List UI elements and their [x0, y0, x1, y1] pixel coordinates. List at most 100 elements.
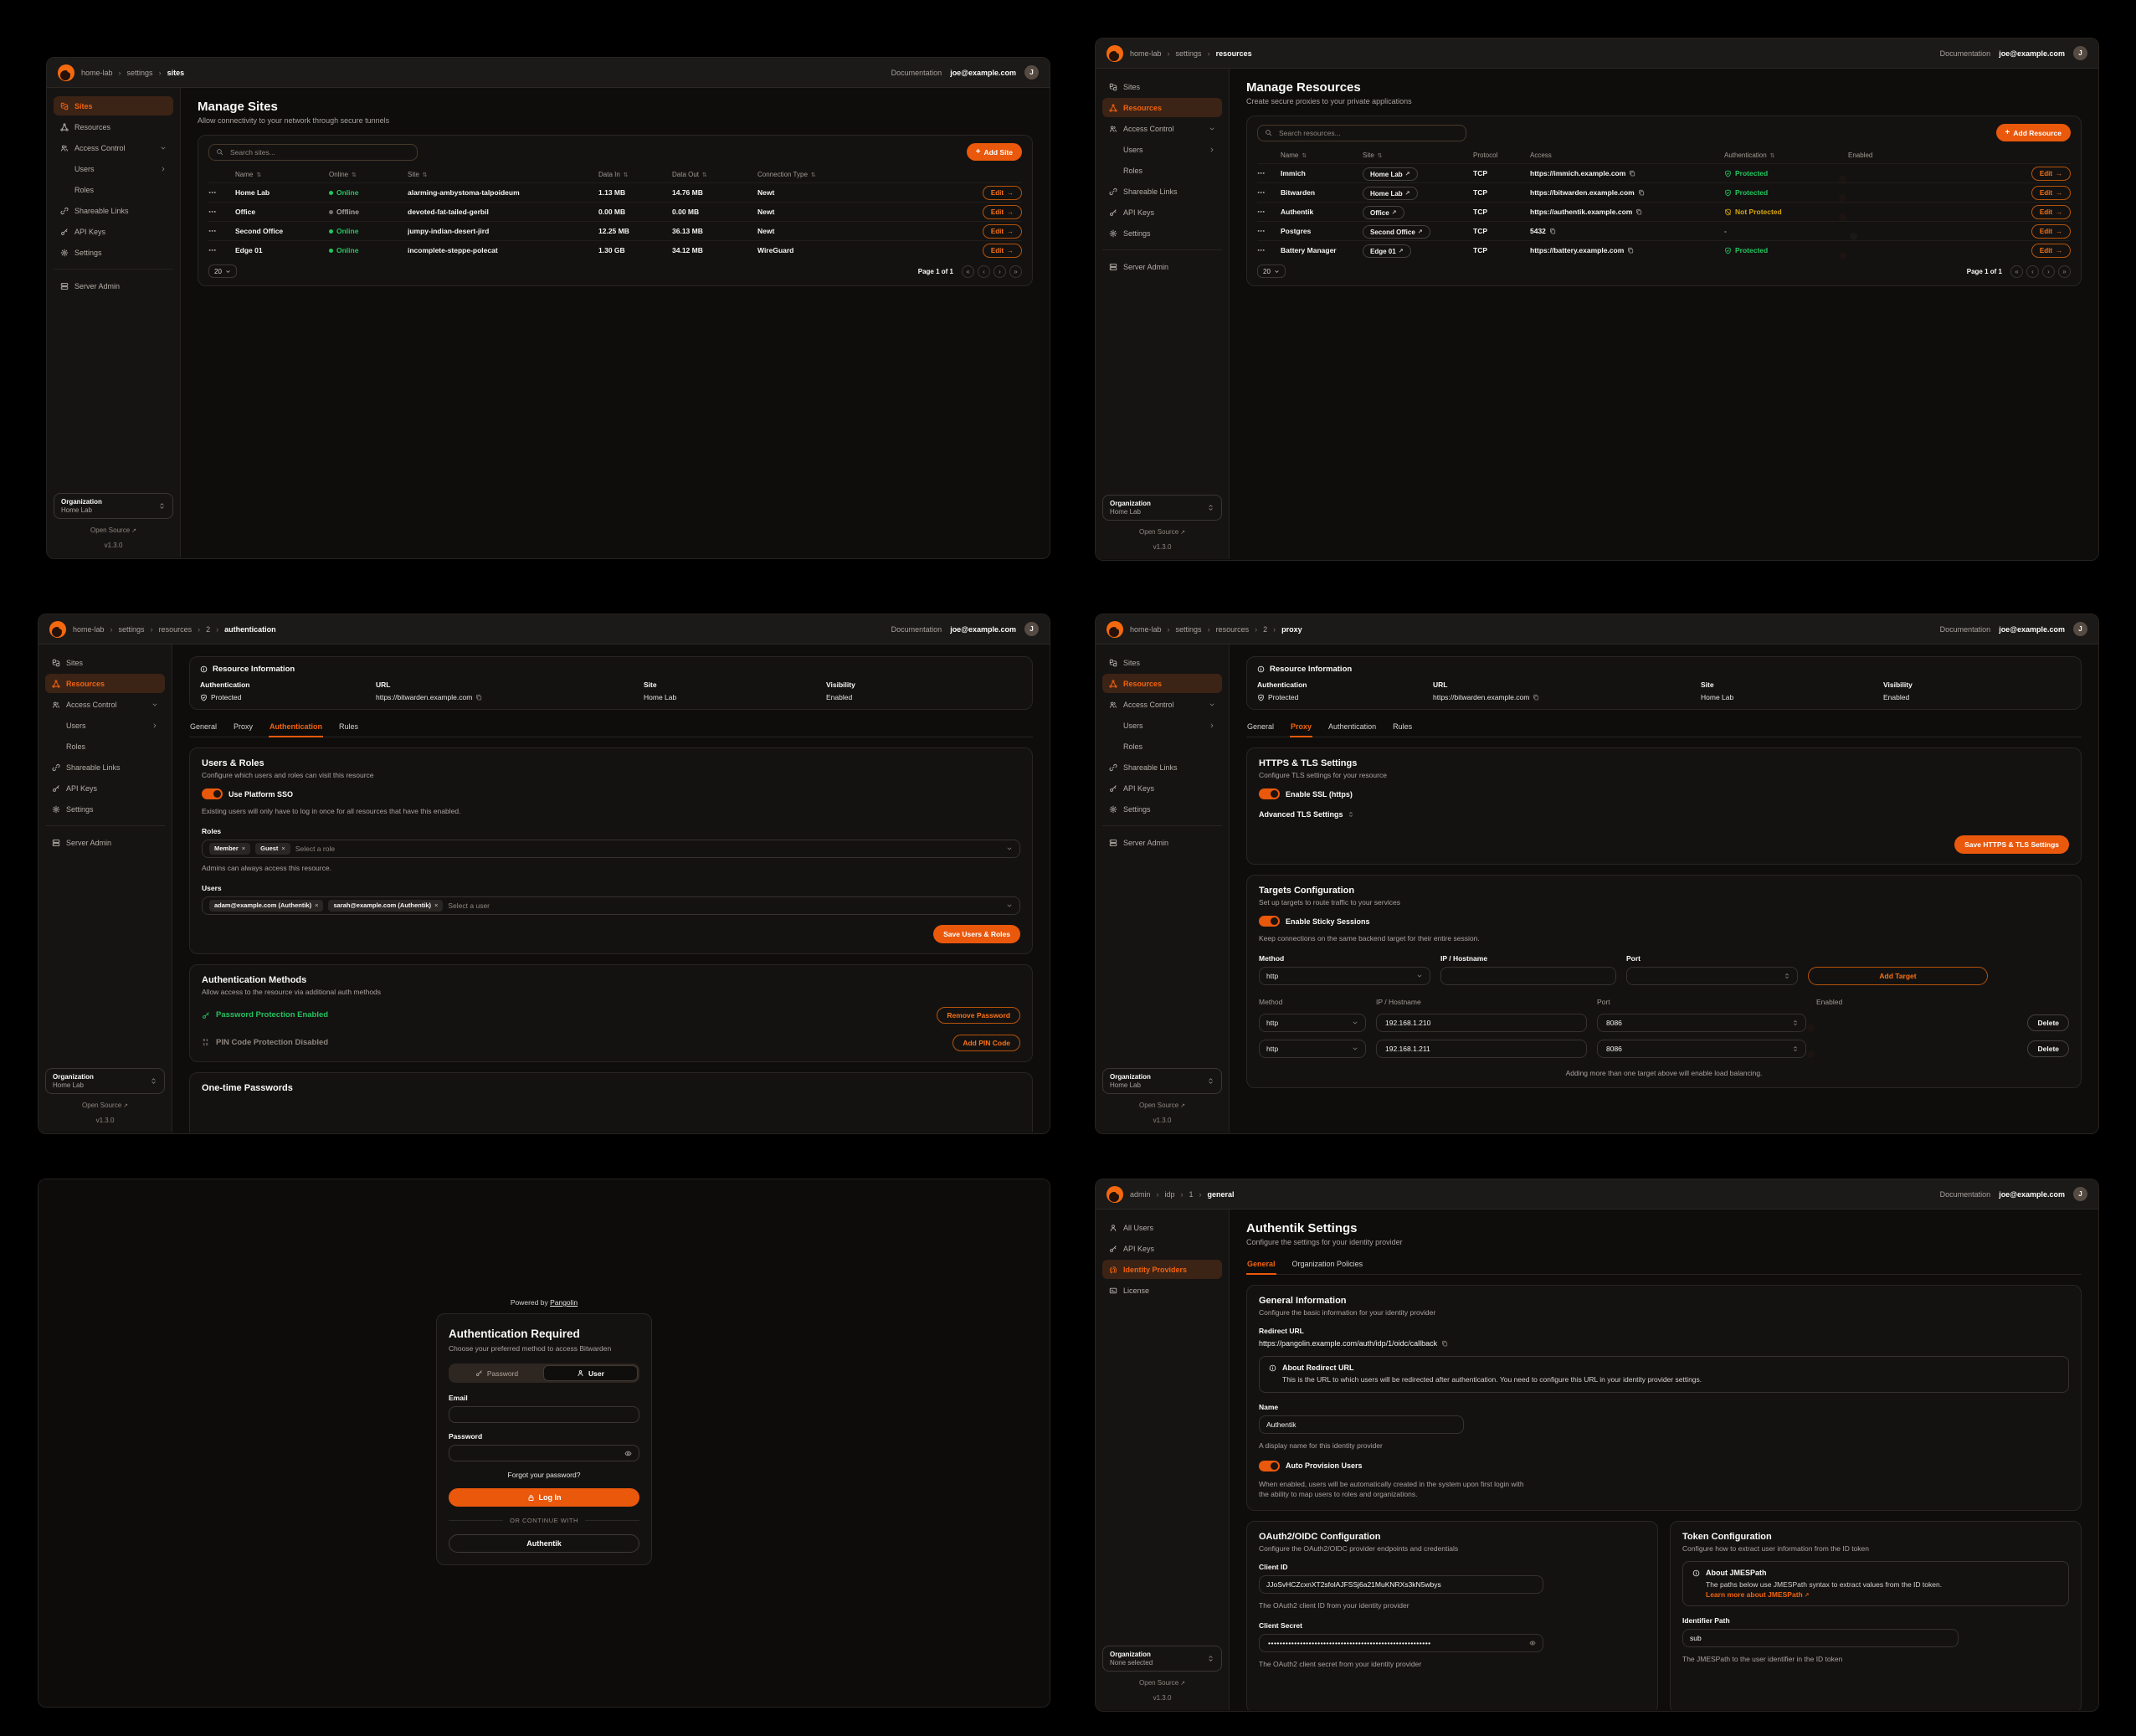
column-header-online[interactable]: Online	[329, 171, 408, 178]
edit-button[interactable]: Edit	[2031, 166, 2071, 181]
edit-button[interactable]: Edit	[982, 223, 1022, 239]
page-size-select[interactable]: 20	[1257, 265, 1286, 278]
copy-icon[interactable]	[1638, 189, 1645, 196]
user-email[interactable]: joe@example.com	[950, 68, 1016, 77]
sidebar-item-shareable-links[interactable]: Shareable Links	[1102, 182, 1222, 201]
user-email[interactable]: joe@example.com	[1999, 49, 2065, 58]
last-page-button[interactable]	[1009, 265, 1022, 278]
sidebar-item-sites[interactable]: Sites	[1102, 77, 1222, 96]
row-actions-button[interactable]	[208, 246, 235, 255]
copy-icon[interactable]	[1629, 170, 1635, 177]
sidebar-item-identity-providers[interactable]: Identity Providers	[1102, 1260, 1222, 1279]
column-header-name[interactable]: Name	[1281, 152, 1363, 159]
organization-selector[interactable]: Organization Home Lab	[54, 493, 173, 519]
sidebar-item-server-admin[interactable]: Server Admin	[45, 833, 165, 852]
column-header-data-out[interactable]: Data Out	[672, 171, 757, 178]
site-link[interactable]: Office	[1363, 206, 1404, 220]
tab-authentication[interactable]: Authentication	[1328, 722, 1377, 731]
jmespath-learn-more-link[interactable]: Learn more about JMESPath	[1706, 1590, 1942, 1599]
access-port[interactable]: 5432	[1530, 227, 1546, 235]
copy-icon[interactable]	[1635, 208, 1642, 215]
next-page-button[interactable]	[994, 265, 1006, 278]
breadcrumb-settings[interactable]: settings	[126, 68, 153, 77]
last-page-button[interactable]	[2058, 265, 2071, 278]
identifier-path-field[interactable]	[1682, 1628, 1959, 1647]
user-avatar[interactable]: J	[2073, 1187, 2087, 1201]
role-chip[interactable]: Member	[209, 842, 251, 855]
sidebar-item-roles[interactable]: Roles	[1102, 737, 1222, 756]
access-url[interactable]: https://authentik.example.com	[1530, 208, 1633, 216]
site-link[interactable]: Second Office	[1363, 225, 1430, 239]
breadcrumb-resources[interactable]: resources	[158, 624, 193, 634]
open-source-link[interactable]: Open Source	[1139, 528, 1185, 536]
tab-proxy[interactable]: Proxy	[1290, 719, 1313, 737]
ip-hostname-input[interactable]	[1376, 1039, 1587, 1058]
edit-button[interactable]: Edit	[2031, 204, 2071, 219]
copy-icon[interactable]	[1549, 228, 1556, 234]
site-link[interactable]: Edge 01	[1363, 244, 1411, 259]
save-https-tls-button[interactable]: Save HTTPS & TLS Settings	[1954, 835, 2069, 854]
pangolin-link[interactable]: Pangolin	[550, 1298, 578, 1307]
site-link[interactable]: Home Lab	[1363, 167, 1418, 182]
copy-icon[interactable]	[1533, 694, 1539, 701]
user-chip[interactable]: sarah@example.com (Authentik)	[328, 899, 444, 912]
sidebar-item-resources[interactable]: Resources	[1102, 674, 1222, 693]
tab-general[interactable]: General	[190, 722, 218, 731]
row-actions-button[interactable]	[208, 227, 235, 236]
tab-organization-policies[interactable]: Organization Policies	[1291, 1260, 1363, 1268]
edit-button[interactable]: Edit	[982, 243, 1022, 258]
port-input[interactable]	[1597, 1013, 1806, 1032]
column-header-name[interactable]: Name	[235, 171, 329, 178]
access-url[interactable]: https://battery.example.com	[1530, 246, 1625, 254]
open-source-link[interactable]: Open Source	[1139, 1679, 1185, 1687]
tab-rules[interactable]: Rules	[1393, 722, 1413, 731]
sidebar-item-settings[interactable]: Settings	[1102, 223, 1222, 243]
sidebar-item-settings[interactable]: Settings	[1102, 799, 1222, 819]
open-source-link[interactable]: Open Source	[1139, 1102, 1185, 1109]
breadcrumb-idp[interactable]: idp	[1164, 1189, 1175, 1199]
search-input[interactable]	[1257, 124, 1466, 141]
sidebar-item-api-keys[interactable]: API Keys	[45, 778, 165, 798]
sidebar-item-shareable-links[interactable]: Shareable Links	[45, 758, 165, 777]
password-field[interactable]	[449, 1445, 639, 1461]
breadcrumb-resource-id[interactable]: 2	[206, 624, 211, 634]
access-url[interactable]: https://immich.example.com	[1530, 169, 1626, 177]
sidebar-item-access-control[interactable]: Access Control	[1102, 695, 1222, 714]
sidebar-item-license[interactable]: License	[1102, 1281, 1222, 1300]
sidebar-item-roles[interactable]: Roles	[1102, 161, 1222, 180]
column-header-data-in[interactable]: Data In	[598, 171, 672, 178]
sticky-sessions-toggle[interactable]	[1259, 916, 1280, 927]
search-input[interactable]	[208, 143, 418, 161]
breadcrumb-settings[interactable]: settings	[1175, 624, 1202, 634]
row-actions-button[interactable]	[208, 208, 235, 217]
method-select[interactable]: http	[1259, 1039, 1366, 1058]
sidebar-item-resources[interactable]: Resources	[54, 117, 173, 136]
copy-icon[interactable]	[1627, 247, 1634, 254]
breadcrumb-org[interactable]: home-lab	[81, 68, 113, 77]
breadcrumb-resources[interactable]: resources	[1215, 624, 1250, 634]
sidebar-item-resources[interactable]: Resources	[1102, 98, 1222, 117]
enable-ssl-toggle[interactable]	[1259, 788, 1280, 799]
log-in-button[interactable]: Log In	[449, 1488, 639, 1507]
documentation-link[interactable]: Documentation	[1939, 624, 1991, 634]
sidebar-item-roles[interactable]: Roles	[54, 180, 173, 199]
resource-url[interactable]: https://bitwarden.example.com	[376, 693, 473, 701]
prev-page-button[interactable]	[978, 265, 990, 278]
user-avatar[interactable]: J	[1024, 622, 1039, 636]
eye-icon[interactable]	[1529, 1640, 1536, 1646]
user-chip[interactable]: adam@example.com (Authentik)	[209, 899, 324, 912]
prev-page-button[interactable]	[2026, 265, 2039, 278]
number-spinner-icon[interactable]	[1792, 1020, 1799, 1026]
sidebar-item-access-control[interactable]: Access Control	[45, 695, 165, 714]
sidebar-item-users[interactable]: Users	[45, 716, 165, 735]
edit-button[interactable]: Edit	[2031, 243, 2071, 258]
documentation-link[interactable]: Documentation	[891, 68, 942, 77]
user-avatar[interactable]: J	[1024, 65, 1039, 80]
breadcrumb-admin[interactable]: admin	[1130, 1189, 1151, 1199]
sidebar-item-server-admin[interactable]: Server Admin	[54, 276, 173, 295]
breadcrumb-org[interactable]: home-lab	[73, 624, 105, 634]
forgot-password-link[interactable]: Forgot your password?	[507, 1471, 581, 1479]
tab-proxy[interactable]: Proxy	[234, 722, 254, 731]
users-multiselect[interactable]: adam@example.com (Authentik) sarah@examp…	[202, 896, 1020, 915]
open-source-link[interactable]: Open Source	[82, 1102, 128, 1109]
